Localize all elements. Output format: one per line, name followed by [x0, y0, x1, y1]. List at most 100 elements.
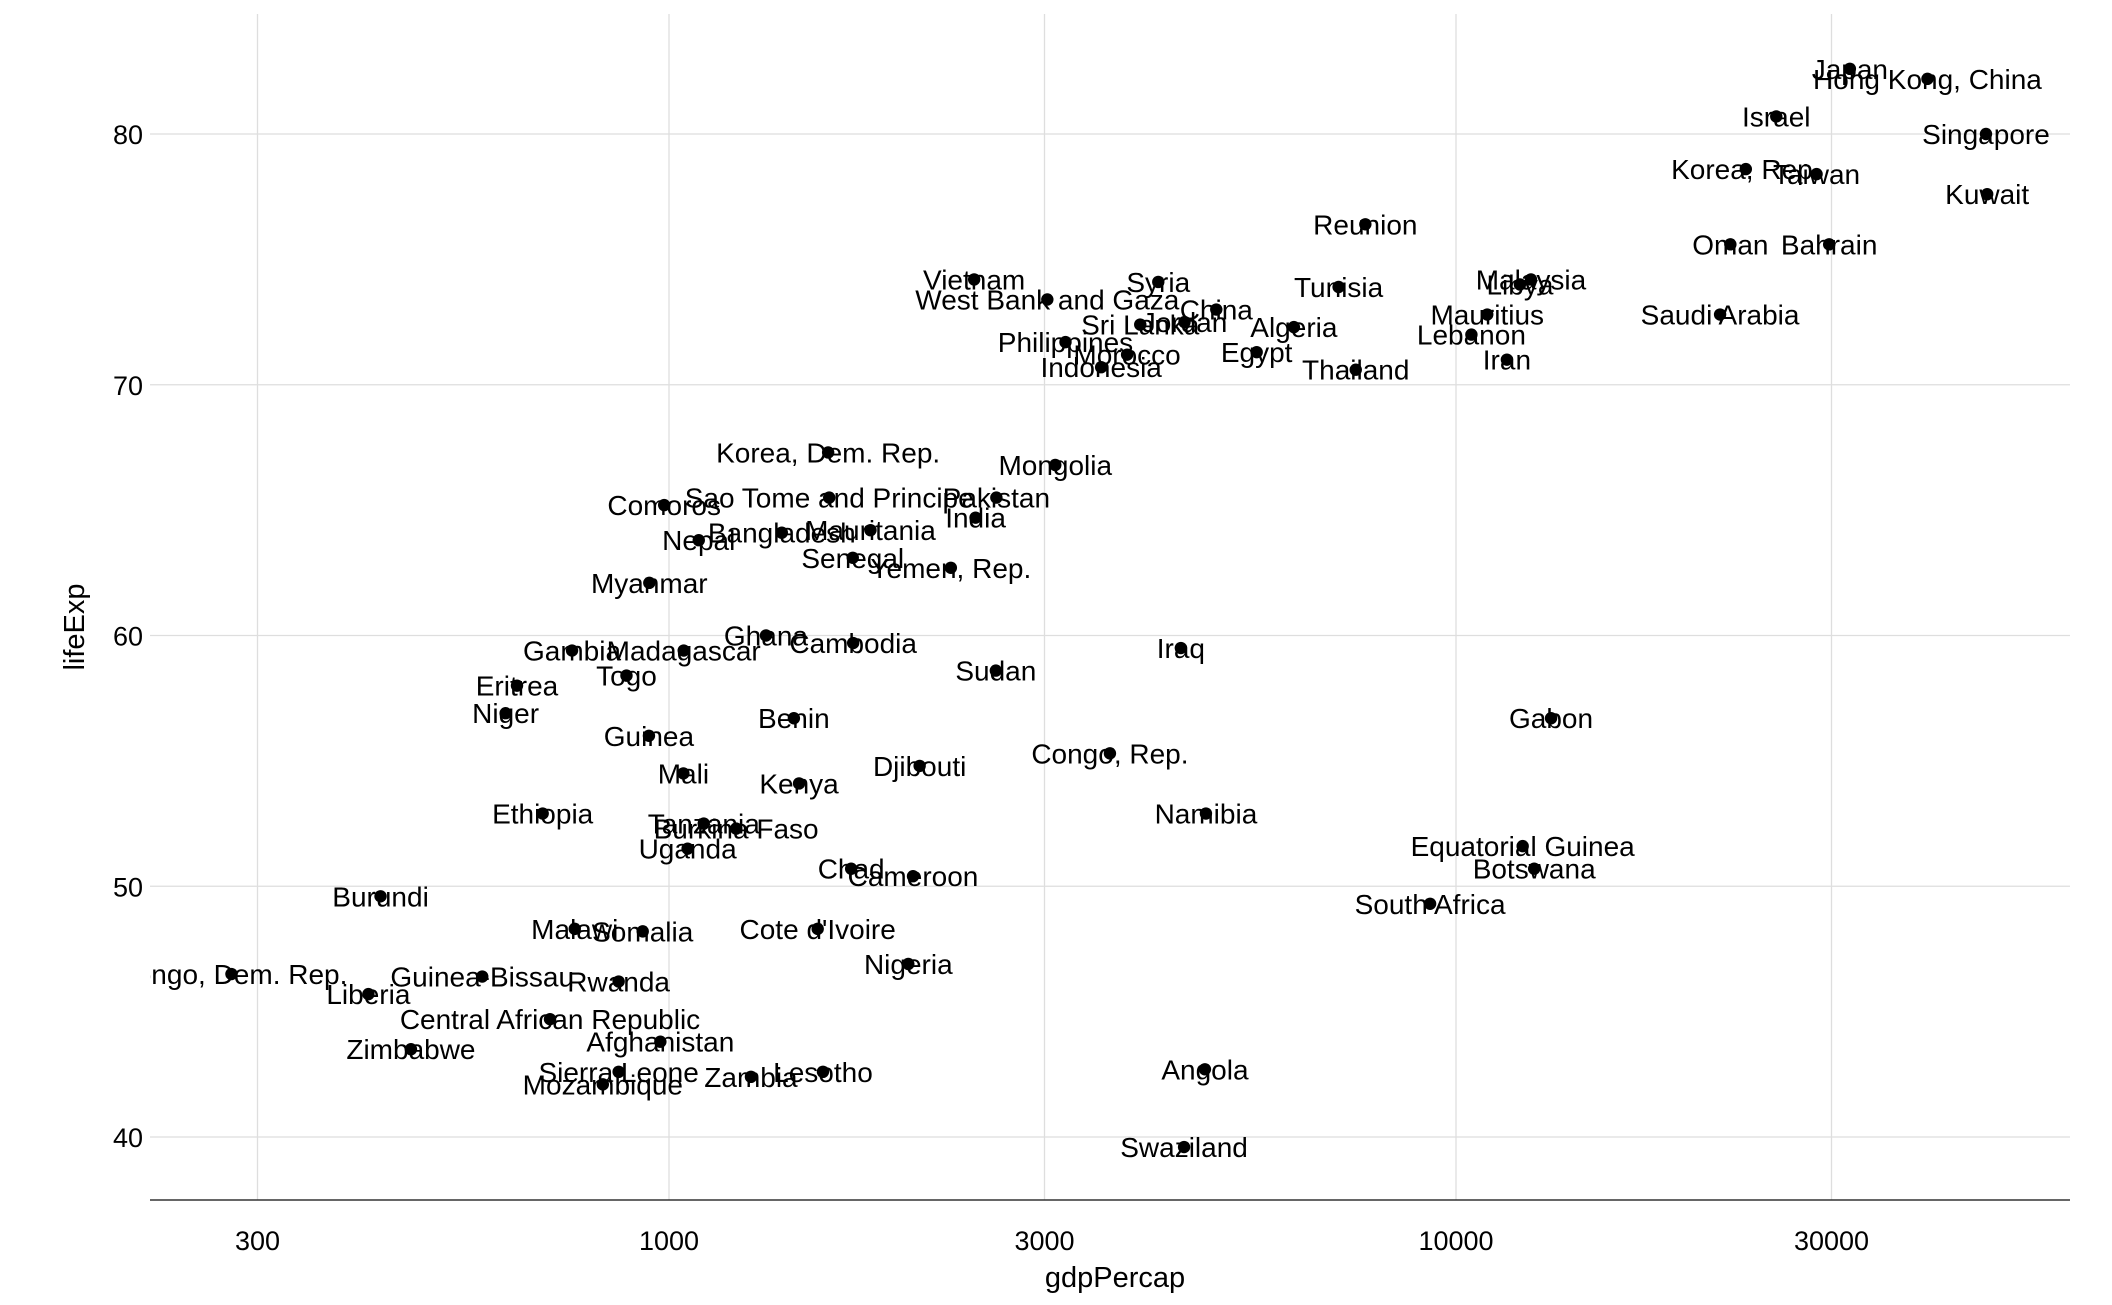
- x-tick-label: 30000: [1794, 1226, 1869, 1256]
- point-label: Syria: [1126, 267, 1190, 298]
- data-point: [1516, 839, 1529, 853]
- point-label: Swaziland: [1120, 1132, 1248, 1163]
- point-label: Bangladesh: [708, 518, 856, 549]
- point-label: Kuwait: [1945, 179, 2029, 210]
- data-point: [844, 862, 858, 875]
- point-label: Pakistan: [943, 483, 1050, 514]
- point-label: Oman: [1692, 229, 1768, 260]
- point-label: Tunisia: [1294, 272, 1384, 303]
- point-label: Comoros: [607, 490, 721, 521]
- point-label: Senegal: [801, 543, 904, 574]
- x-tick-label: 3000: [1014, 1226, 1074, 1256]
- data-point: [1359, 218, 1372, 231]
- data-point: [643, 576, 656, 590]
- data-point: [1980, 187, 1994, 201]
- point-label: Thailand: [1302, 355, 1409, 386]
- point-label: Niger: [472, 698, 539, 729]
- data-point: [906, 870, 920, 883]
- data-point: [642, 729, 656, 742]
- point-label: Namibia: [1155, 799, 1258, 830]
- data-point: [1481, 308, 1494, 321]
- data-point: [536, 807, 549, 820]
- data-point: [1332, 280, 1345, 294]
- data-point: [510, 679, 524, 692]
- point-label: Japan: [1812, 54, 1888, 85]
- point-label: Bahrain: [1781, 229, 1878, 260]
- point-label: Sierra Leone: [538, 1057, 698, 1088]
- data-point: [1921, 72, 1934, 86]
- point-label: Rwanda: [567, 967, 670, 998]
- data-point: [543, 1012, 557, 1026]
- point-label: Mauritania: [805, 515, 936, 546]
- data-point: [1049, 458, 1062, 472]
- data-point: [846, 551, 859, 564]
- data-point: [476, 970, 489, 983]
- point-label: Afghanistan: [586, 1027, 734, 1058]
- point-label: Vietnam: [923, 264, 1025, 295]
- data-point: [1465, 328, 1478, 341]
- data-point: [1178, 315, 1191, 329]
- data-point: [1524, 273, 1538, 286]
- data-point: [1199, 807, 1213, 820]
- point-label: Malawi: [531, 914, 618, 945]
- y-tick-label: 70: [113, 371, 143, 401]
- data-point: [1979, 127, 1993, 141]
- point-label: Congo, Rep.: [1031, 738, 1188, 769]
- data-point: [816, 1065, 830, 1079]
- data-point: [913, 759, 926, 773]
- y-tick-label: 50: [113, 872, 143, 902]
- data-point: [1103, 747, 1117, 760]
- point-label: Egypt: [1221, 337, 1293, 368]
- data-point: [1152, 275, 1165, 289]
- point-label: Zambia: [704, 1062, 798, 1093]
- point-label: Myanmar: [591, 568, 708, 599]
- y-tick-label: 60: [113, 622, 143, 652]
- data-point: [759, 629, 773, 642]
- data-point: [1544, 712, 1558, 725]
- point-label: Benin: [758, 703, 830, 734]
- data-point: [1770, 110, 1783, 123]
- point-label: Lebanon: [1417, 320, 1526, 351]
- data-point: [657, 498, 671, 512]
- point-label: Mozambique: [523, 1069, 683, 1100]
- point-label: Cambodia: [789, 628, 917, 659]
- point-label: Yemen, Rep.: [870, 553, 1031, 584]
- point-label: Mongolia: [998, 450, 1112, 481]
- point-label: Korea, Dem. Rep.: [716, 437, 940, 468]
- data-point: [1134, 318, 1147, 331]
- data-point: [1349, 363, 1362, 376]
- data-point: [225, 967, 238, 981]
- data-point: [692, 534, 705, 547]
- grid: [150, 14, 2070, 1200]
- data-point: [362, 987, 375, 1001]
- data-point: [821, 446, 835, 459]
- data-point: [1041, 293, 1054, 306]
- point-label: Chad: [818, 854, 885, 885]
- point-label: Liberia: [326, 979, 410, 1010]
- point-label: Libya: [1486, 269, 1553, 300]
- point-label: Gambia: [523, 636, 621, 667]
- data-point: [697, 817, 710, 830]
- point-label: Malaysia: [1476, 264, 1587, 295]
- data-point: [565, 644, 579, 657]
- point-label: Iran: [1483, 345, 1531, 376]
- data-point: [1527, 862, 1541, 875]
- point-label: Zimbabwe: [346, 1034, 475, 1065]
- point-label: Madagascar: [607, 636, 761, 667]
- point-label: Taiwan: [1773, 159, 1860, 190]
- data-point: [1174, 641, 1188, 655]
- data-point: [1810, 167, 1823, 181]
- data-point: [1713, 308, 1727, 321]
- x-tick-label: 10000: [1418, 1226, 1493, 1256]
- point-label: Singapore: [1922, 119, 2050, 150]
- data-point: [612, 975, 625, 988]
- y-axis-title: lifeExp: [59, 583, 91, 670]
- point-label: Reunion: [1313, 209, 1417, 240]
- data-point: [681, 842, 694, 855]
- point-label: Cameroon: [848, 861, 979, 892]
- point-label: Sri Lanka: [1081, 310, 1200, 341]
- point-label: Mali: [658, 758, 709, 789]
- data-point: [787, 712, 801, 725]
- point-label: Eritrea: [476, 671, 559, 702]
